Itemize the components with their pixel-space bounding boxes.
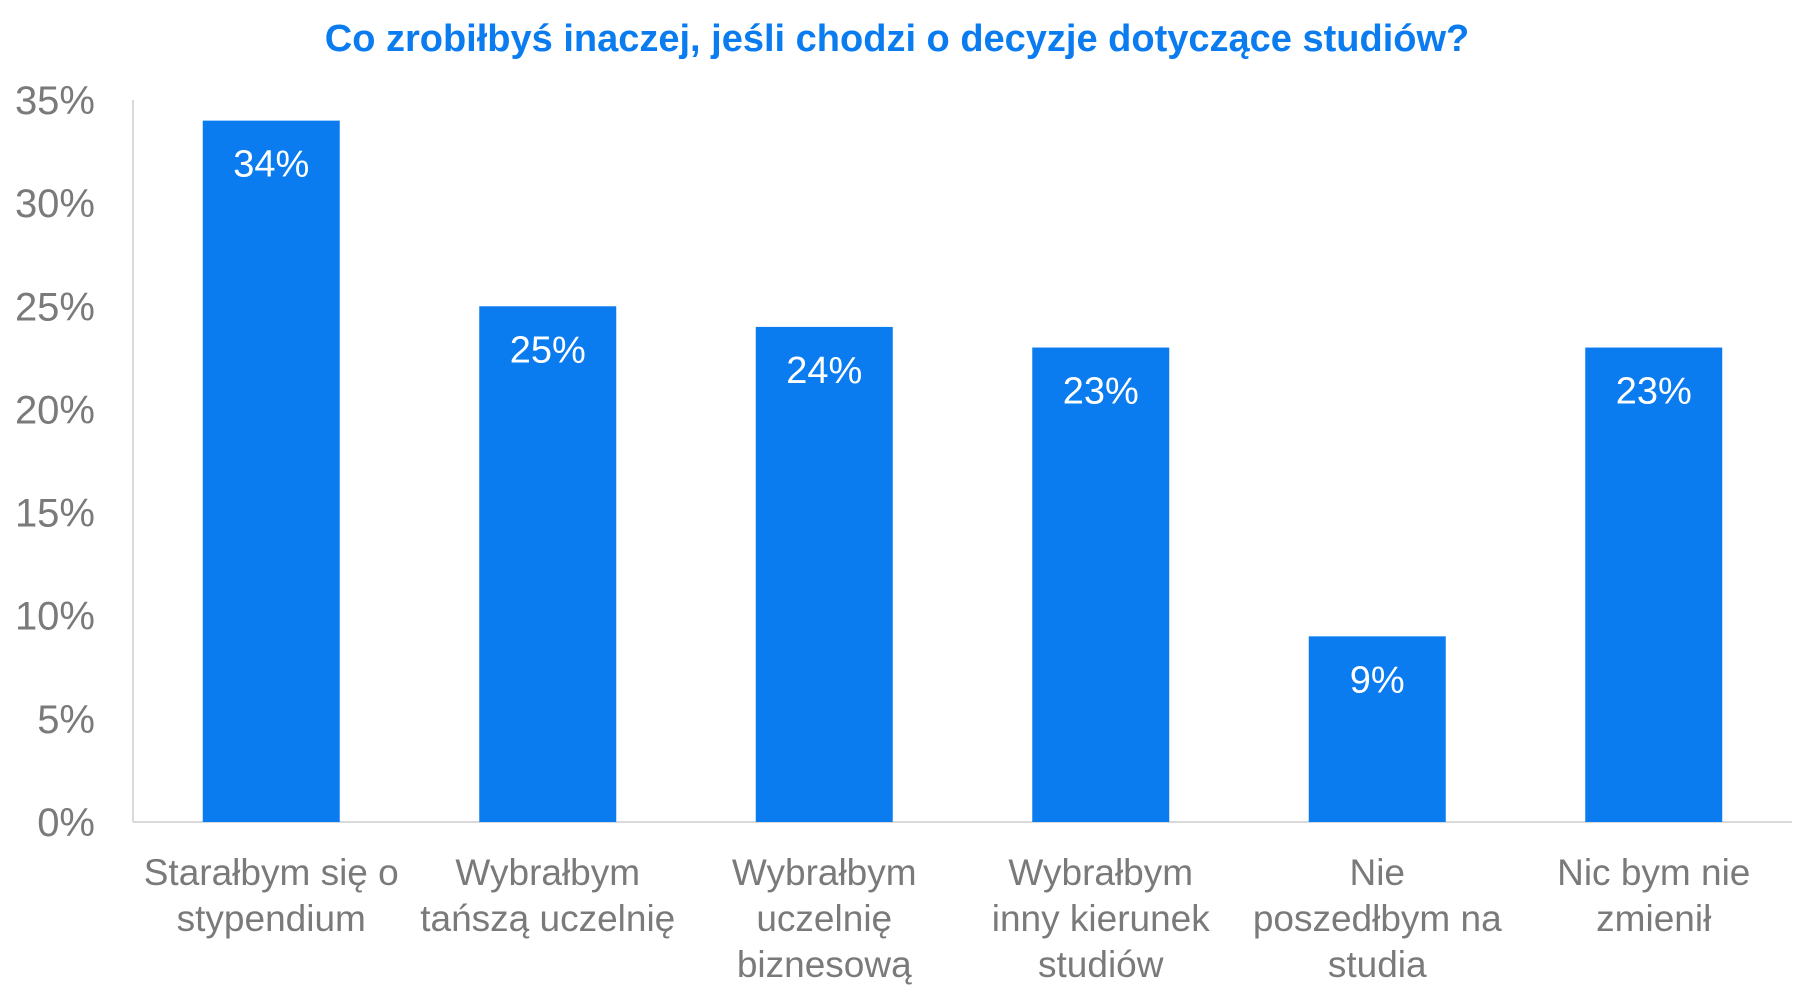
- y-tick-label: 0%: [37, 801, 95, 845]
- y-tick-label: 15%: [15, 492, 95, 536]
- chart-title: Co zrobiłbyś inaczej, jeśli chodzi o dec…: [324, 18, 1470, 60]
- y-tick-label: 30%: [15, 182, 95, 226]
- data-label: 23%: [1063, 371, 1139, 413]
- y-tick-label: 5%: [37, 698, 95, 742]
- data-label: 34%: [233, 144, 309, 186]
- category-labels: Starałbym się o stypendium Wybrałbym tańszą…: [144, 852, 1751, 985]
- category-label: studiów: [1038, 944, 1164, 985]
- category-label: Starałbym się o: [144, 852, 399, 893]
- category-label: Nie: [1349, 852, 1405, 893]
- bar: [1032, 347, 1170, 822]
- data-label: 9%: [1350, 659, 1405, 701]
- y-tick-label: 25%: [15, 285, 95, 329]
- category-label: inny kierunek: [992, 898, 1211, 939]
- data-label: 23%: [1616, 371, 1692, 413]
- bar: [755, 326, 893, 822]
- category-label: studia: [1328, 944, 1427, 985]
- data-labels: 34% 25% 24% 23% 9% 23%: [233, 144, 1692, 702]
- category-label: uczelnię: [756, 898, 892, 939]
- data-label: 25%: [510, 329, 586, 371]
- category-label: Wybrałbym: [1008, 852, 1193, 893]
- y-tick-label: 20%: [15, 388, 95, 432]
- category-label: zmienił: [1596, 898, 1711, 939]
- category-label: tańszą uczelnię: [420, 898, 675, 939]
- category-label: Wybrałbym: [732, 852, 917, 893]
- bar: [1308, 636, 1446, 822]
- category-label: Nic bym nie: [1557, 852, 1750, 893]
- y-tick-label: 10%: [15, 595, 95, 639]
- y-tick-label: 35%: [15, 79, 95, 123]
- data-label: 24%: [786, 350, 862, 392]
- bar: [202, 120, 340, 823]
- category-label: Wybrałbym: [455, 852, 640, 893]
- category-label: poszedłbym na: [1253, 898, 1502, 939]
- y-axis: 0% 5% 10% 15% 20% 25% 30% 35%: [15, 79, 134, 845]
- bar: [1585, 347, 1723, 822]
- bars: [202, 120, 1723, 823]
- bar: [479, 306, 617, 822]
- category-label: biznesową: [737, 944, 912, 985]
- category-label: stypendium: [177, 898, 366, 939]
